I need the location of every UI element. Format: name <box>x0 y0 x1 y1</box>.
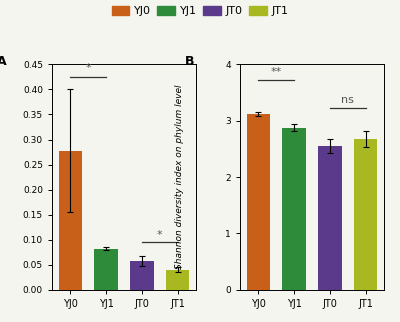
Text: *: * <box>157 230 163 240</box>
Text: Shannon diversity index on phylum level: Shannon diversity index on phylum level <box>175 85 184 269</box>
Bar <box>130 261 154 290</box>
Bar <box>246 114 270 290</box>
Text: B: B <box>185 55 195 68</box>
Bar <box>354 139 378 290</box>
Bar <box>166 270 190 290</box>
Text: **: ** <box>270 67 282 77</box>
Bar <box>318 146 342 290</box>
Text: A: A <box>0 55 7 68</box>
Text: *: * <box>85 63 91 73</box>
Bar <box>282 128 306 290</box>
Legend: YJ0, YJ1, JT0, JT1: YJ0, YJ1, JT0, JT1 <box>112 5 288 16</box>
Bar <box>94 249 118 290</box>
Bar <box>58 151 82 290</box>
Text: ns: ns <box>342 95 354 105</box>
